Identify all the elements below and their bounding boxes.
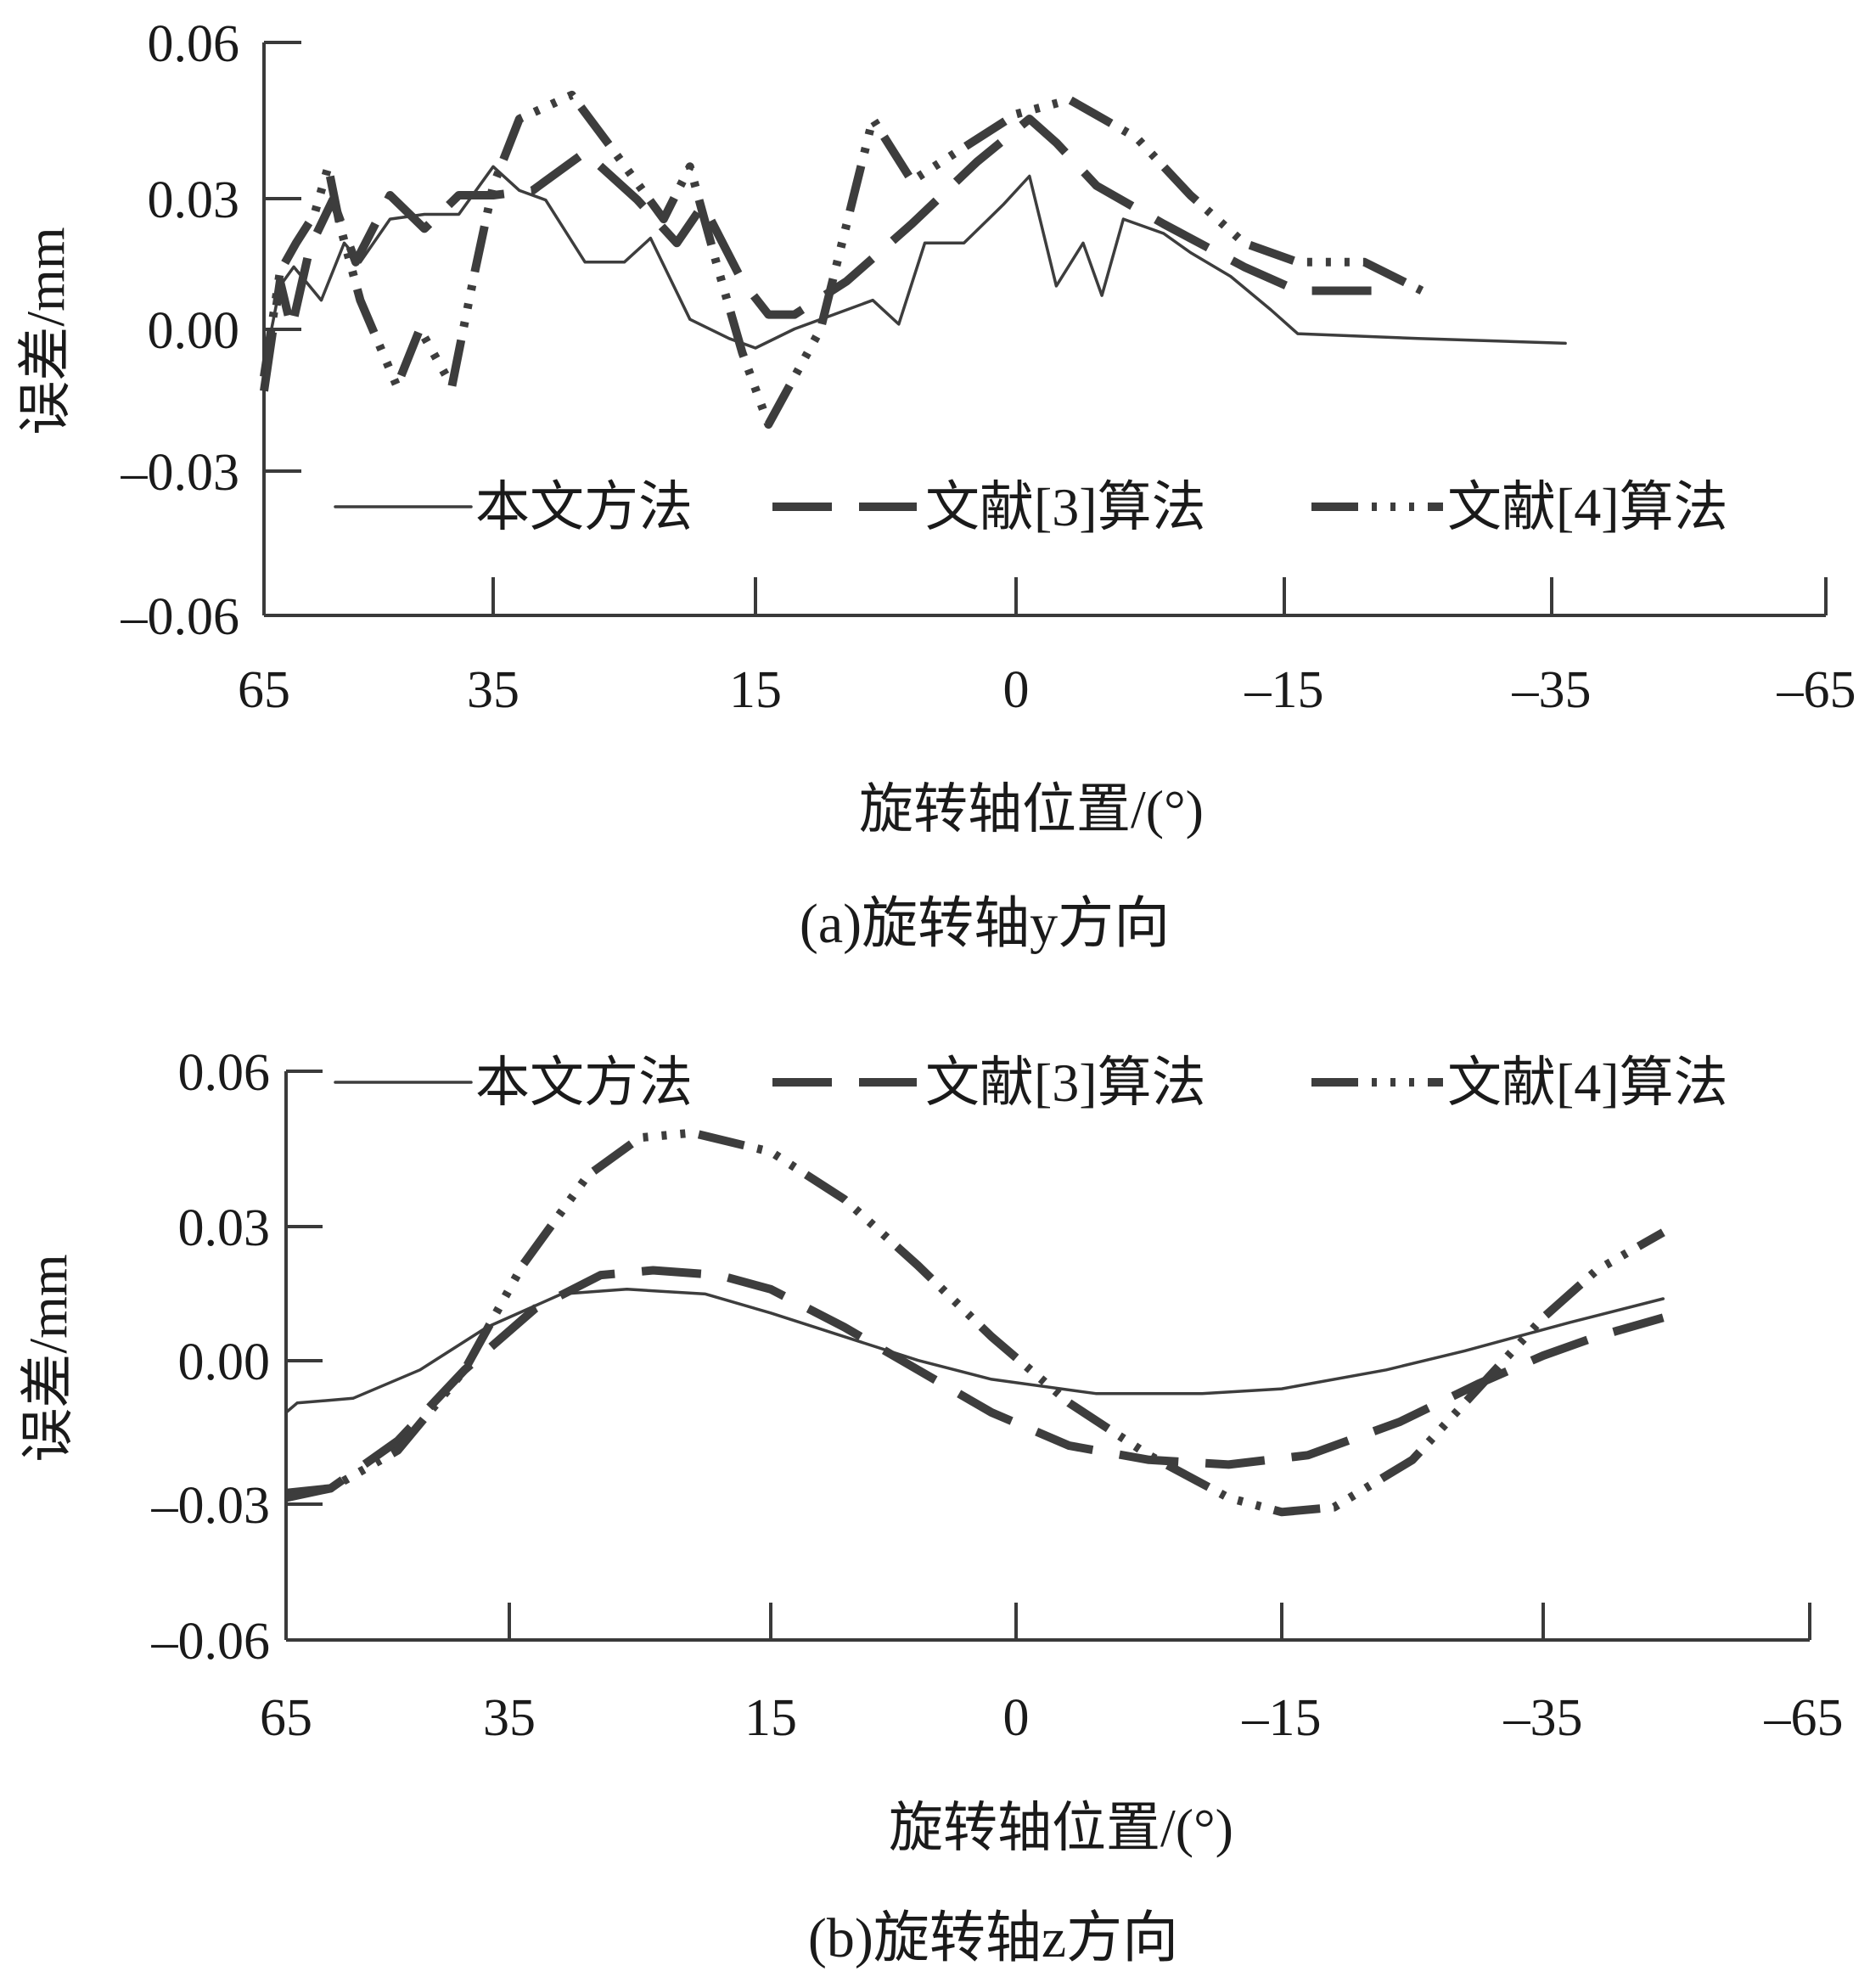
chart-b-x-tick-label: 35 (483, 1689, 536, 1747)
chart-a-legend-label: 文献[3]算法 (925, 477, 1206, 537)
chart-a-y-tick-label: 0.00 (148, 302, 240, 360)
chart-a-x-tick-label: 15 (729, 661, 782, 719)
chart-b-y-tick-label: 0.00 (178, 1334, 271, 1391)
chart-a-y-tick-label: –0.06 (121, 588, 240, 646)
chart-a-y-tick-label: 0.03 (148, 171, 240, 229)
chart-a-legend: 本文方法 文献[3]算法 文献[4]算法 (334, 477, 1728, 537)
chart-a-y-axis-title: 误差/mm (15, 227, 76, 435)
chart-b-x-tick-label: –65 (1764, 1689, 1844, 1747)
chart-b-series-layer (284, 1128, 1665, 1517)
chart-a-caption: (a)旋转轴y方向 (800, 893, 1170, 955)
chart-a-x-tick-label: –65 (1777, 661, 1856, 719)
chart-a-series-line-dash (260, 115, 1379, 392)
chart-a-x-tick-label: –15 (1244, 661, 1324, 719)
chart-b-legend-label: 文献[3]算法 (925, 1053, 1206, 1113)
chart-a-x-axis-title: 旋转轴位置/(°) (859, 779, 1204, 840)
chart-b-x-tick-label: 0 (1003, 1689, 1030, 1747)
chart-b-y-tick-label: –0.06 (151, 1613, 271, 1671)
chart-b-x-axis-title: 旋转轴位置/(°) (889, 1798, 1233, 1858)
chart-b-series-line-dashdot (284, 1128, 1665, 1517)
chart-b-x-tick-label: –15 (1242, 1689, 1322, 1747)
chart-b-legend-label: 本文方法 (475, 1053, 693, 1113)
chart-a-series-line-dashdot (260, 90, 1434, 429)
chart-b-legend: 本文方法 文献[3]算法 文献[4]算法 (334, 1053, 1728, 1113)
chart-a-x-tick-label: 65 (238, 661, 290, 719)
chart-b-y-tick-label: –0.03 (151, 1477, 271, 1535)
chart-a-series-line-solid (262, 165, 1567, 369)
chart-a-legend-label: 文献[4]算法 (1447, 477, 1728, 537)
chart-b-y-axis-title: 误差/mm (18, 1254, 78, 1462)
chart-a-x-tick-label: 0 (1003, 661, 1030, 719)
chart-b-caption: (b)旋转轴z方向 (808, 1907, 1178, 1969)
chart-b-x-tick-label: 65 (260, 1689, 312, 1747)
chart-a-y-tick-label: 0.06 (148, 15, 240, 73)
chart-a-series-layer (260, 90, 1567, 429)
chart-a-x-tick-label: 35 (467, 661, 519, 719)
chart-b-y-tick-label: 0.03 (178, 1199, 271, 1257)
chart-b-x-tick-label: –35 (1503, 1689, 1583, 1747)
chart-b-legend-label: 文献[4]算法 (1447, 1053, 1728, 1113)
chart-a-y-tick-label: –0.03 (121, 444, 240, 502)
chart-b-series-line-dash (285, 1266, 1665, 1497)
chart-b-series-line-solid (284, 1288, 1665, 1414)
chart-b: 0.06 0.03 0.00 –0.03 –0.06 65 35 15 0 –1… (18, 1044, 1844, 1969)
chart-a: 0.06 0.03 0.00 –0.03 –0.06 65 35 15 0 –1… (15, 15, 1856, 955)
chart-b-y-tick-label: 0.06 (178, 1044, 271, 1102)
chart-a-x-tick-label: –35 (1512, 661, 1592, 719)
chart-b-x-tick-label: 15 (744, 1689, 797, 1747)
chart-a-legend-label: 本文方法 (475, 477, 693, 537)
